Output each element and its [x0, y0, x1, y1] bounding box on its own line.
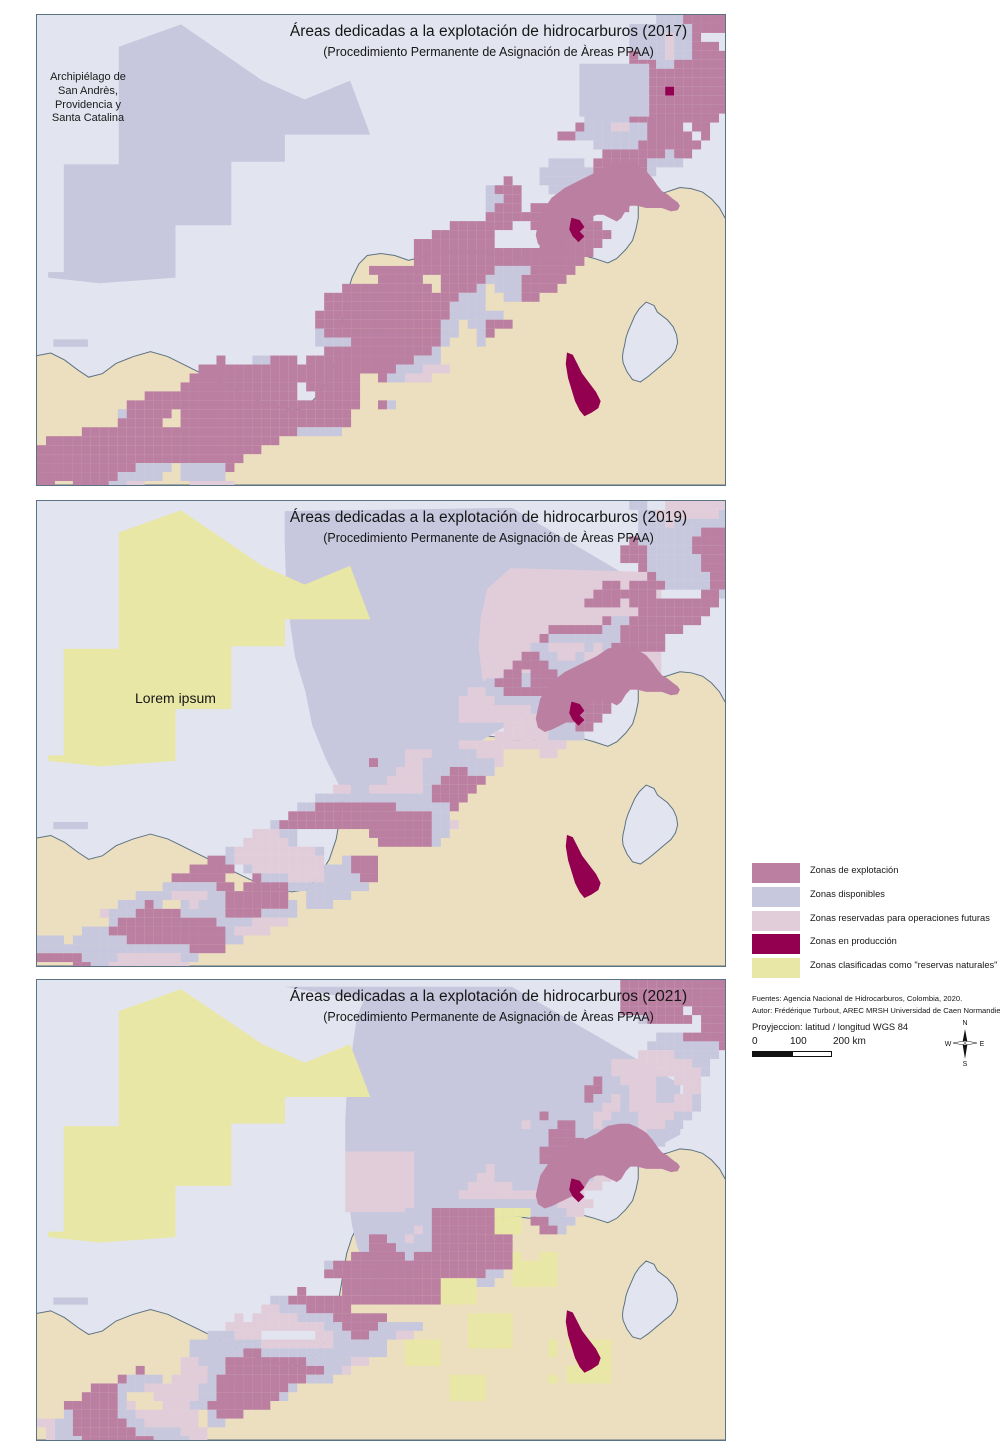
svg-text:W: W	[945, 1041, 952, 1048]
svg-text:N: N	[962, 1020, 967, 1027]
svg-text:E: E	[980, 1041, 985, 1048]
svg-text:S: S	[963, 1061, 968, 1068]
